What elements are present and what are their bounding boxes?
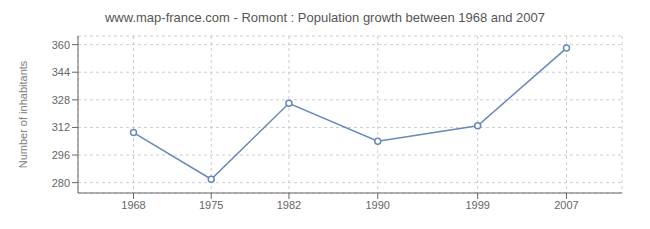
html-text:www.map-france.com - Romont :: www.map-france.com - Romont : Population… [105, 10, 545, 25]
svg-text:296: 296 [52, 149, 70, 161]
svg-text:1990: 1990 [366, 199, 390, 211]
svg-text:1968: 1968 [121, 199, 145, 211]
svg-text:280: 280 [52, 177, 70, 189]
svg-text:360: 360 [52, 39, 70, 51]
svg-text:1982: 1982 [277, 199, 301, 211]
svg-text:344: 344 [52, 66, 70, 78]
svg-text:Number of inhabitants: Number of inhabitants [17, 60, 29, 168]
svg-text:2007: 2007 [554, 199, 578, 211]
svg-text:312: 312 [52, 121, 70, 133]
svg-text:1975: 1975 [199, 199, 223, 211]
svg-text:1999: 1999 [465, 199, 489, 211]
svg-text:328: 328 [52, 94, 70, 106]
